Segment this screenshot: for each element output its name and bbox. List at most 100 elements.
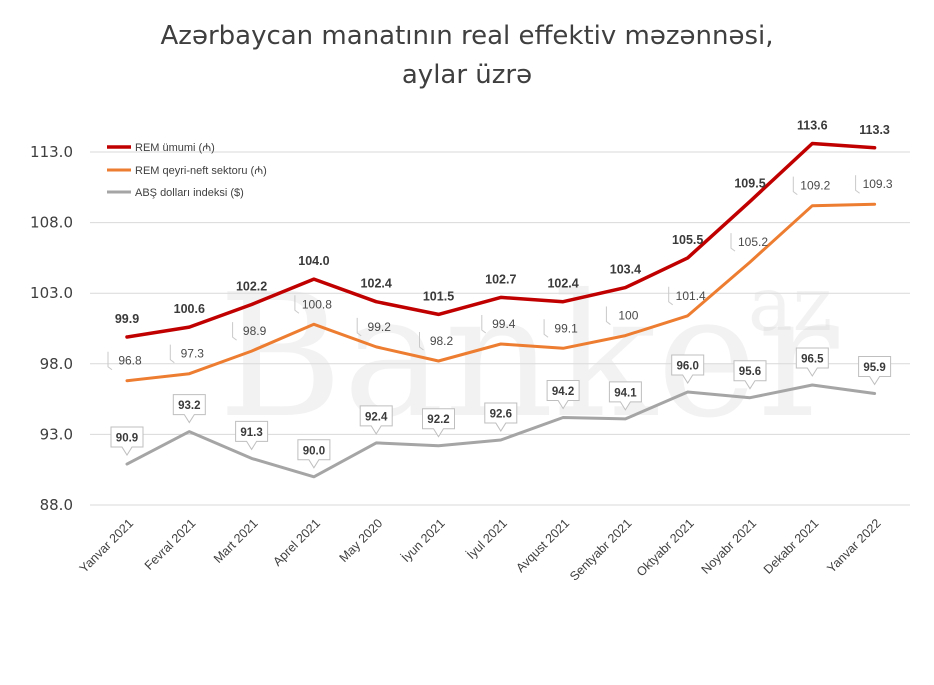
callout-marker [668,286,673,306]
callout-marker [356,317,362,337]
callout-marker [107,351,113,371]
data-label: 101.4 [676,289,706,303]
data-label: 98.2 [430,334,454,348]
data-callout: 100.8 [294,295,332,314]
data-label: 103.4 [610,263,641,277]
data-label: 95.9 [863,362,885,374]
data-callout: 100 [605,306,639,325]
callout-box [297,439,331,469]
watermark-text: Banker [218,258,839,456]
x-tick-label: İyul 2021 [464,516,510,562]
data-label: 90.9 [116,433,138,445]
callout-box [110,426,144,456]
chart-title-line-1: Azərbaycan manatının real effektiv məzən… [161,21,774,51]
callout-marker [792,176,798,196]
x-tick-label: Avqust 2021 [513,516,572,575]
callout-marker [855,175,860,194]
series-line [125,202,877,383]
data-label: 95.6 [739,366,761,378]
data-callout: 95.6 [733,360,767,390]
series [125,141,877,479]
data-callout: 96.0 [671,354,705,384]
x-tick-label: Aprel 2021 [270,516,323,569]
data-label: 96.0 [677,361,699,373]
chart-title: Azərbaycan manatının real effektiv məzən… [161,21,774,90]
y-axis: 88.0 93.0 98.0 103.0 108.0 113.0 [30,143,73,514]
callout-box [795,347,829,377]
x-tick-label: Oktyabr 2021 [634,516,697,579]
data-label: 100.8 [302,297,332,311]
callout-marker [419,331,424,351]
callout-marker [543,319,549,338]
callout-marker [294,295,300,314]
data-callout: 94.1 [608,381,642,411]
data-label: 113.6 [797,119,828,133]
data-callout: 105.2 [730,233,768,252]
callout-marker [730,233,736,252]
data-callout: 92.2 [422,408,455,438]
data-label: 99.1 [554,321,578,335]
data-label: 109.5 [734,176,765,190]
y-tick-label: 93.0 [40,425,73,443]
callout-box [359,405,393,435]
data-label: 92.4 [365,411,388,423]
data-label: 90.0 [303,445,325,457]
data-label: 96.8 [118,354,142,368]
x-tick-label: Noyabr 2021 [699,516,760,577]
data-label: 92.6 [490,409,512,421]
data-label: 102.4 [547,277,578,291]
data-label: 109.3 [863,177,893,191]
legend: REM ümumi (₼) REM qeyri-neft sektoru (₼) A… [107,142,267,199]
legend-entry: REM ümumi (₼) [135,142,215,154]
data-callout: 98.2 [419,331,454,351]
y-tick-label: 108.0 [30,214,73,232]
callout-box [172,394,206,424]
data-callout: 99.1 [543,319,578,338]
data-callout: 99.4 [481,315,516,334]
data-label: 93.2 [178,400,200,412]
data-label: 97.3 [181,347,205,361]
data-label: 113.3 [859,123,890,137]
data-label: 99.9 [115,312,139,326]
data-label: 91.3 [240,427,262,439]
data-label: 109.2 [800,179,830,193]
data-label: 105.5 [672,233,703,247]
data-callout: 96.8 [107,351,142,371]
chart-title-line-2: aylar üzrə [402,60,532,90]
data-label: 100 [618,309,638,323]
series-line [125,141,877,339]
callout-marker [605,306,611,325]
x-tick-label: Yanvar 2022 [824,516,883,575]
y-tick-label: 113.0 [30,143,73,161]
data-callout: 98.9 [232,322,267,341]
data-callout: 109.3 [855,175,893,194]
data-label: 100.6 [174,302,205,316]
x-tick-label: İyun 2021 [399,516,448,565]
data-callout: 92.4 [359,405,393,435]
data-callout: 101.4 [668,286,706,306]
x-tick-label: Dekabr 2021 [761,516,822,577]
data-labels: 99.9 100.6 102.2 104.0 102.4 101.5 102.7 102.4 1… [107,119,893,469]
y-tick-label: 98.0 [40,355,73,373]
callout-box [546,379,580,410]
x-axis: Yanvar 2021 Fevral 2021 Mart 2021 Aprel 202… [77,516,884,583]
data-label: 102.7 [485,272,516,286]
data-callout: 95.9 [858,355,892,386]
callout-box [858,355,892,386]
data-callout: 94.2 [546,379,580,410]
data-label: 99.2 [368,320,392,334]
data-label: 94.1 [614,387,637,399]
data-label: 104.0 [298,254,329,268]
data-callout: 96.5 [795,347,829,377]
callout-box [235,420,269,451]
data-callout: 99.2 [356,317,392,337]
x-tick-label: Fevral 2021 [142,516,199,573]
callout-box [733,360,767,390]
data-label: 102.2 [236,279,267,293]
callout-marker [169,344,175,364]
callout-box [422,408,455,438]
data-label: 105.2 [738,235,768,249]
x-tick-label: Yanvar 2021 [77,516,136,575]
